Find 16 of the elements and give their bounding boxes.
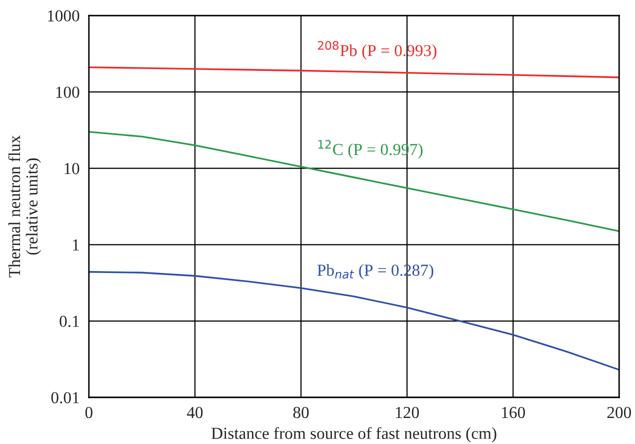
y-tick-label: 100 — [56, 86, 80, 98]
y-tick-label: 1000 — [48, 10, 80, 22]
line-series — [88, 66, 620, 78]
x-tick-label: 120 — [396, 406, 419, 418]
line-series — [88, 131, 620, 232]
y-tick-label: 1 — [73, 239, 79, 250]
y-tick-label: 0.1 — [60, 316, 79, 328]
x-tick-label: 160 — [502, 406, 525, 418]
x-tick-label: 80 — [293, 406, 309, 418]
y-tick-label: 0.01 — [51, 392, 79, 404]
x-tick-label: 200 — [607, 406, 631, 418]
y-axis-title: Thermal neutron flux (relative units) — [8, 135, 41, 278]
x-tick-label: 0 — [85, 406, 92, 418]
x-tick-label: 40 — [186, 406, 203, 418]
y-tick-label: 10 — [64, 162, 80, 174]
x-axis-title: Distance from source of fast neutrons (cm) — [211, 427, 496, 442]
